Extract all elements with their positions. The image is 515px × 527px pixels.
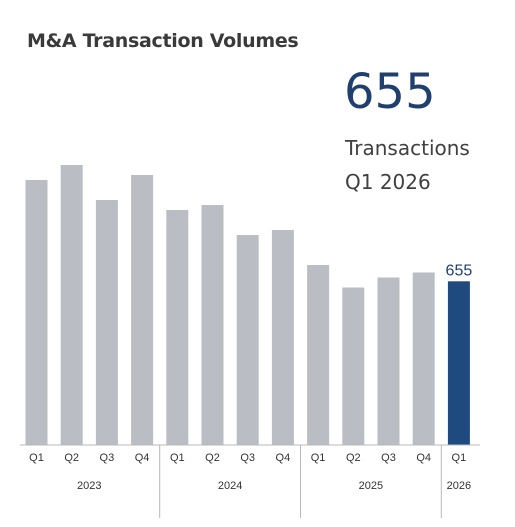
x-tick-label: Q1 xyxy=(311,452,326,464)
x-tick-label: Q4 xyxy=(135,452,150,464)
data-label: 655 xyxy=(446,262,473,279)
bar-6 xyxy=(236,235,259,445)
bar-0 xyxy=(25,180,48,445)
x-tick-label: Q1 xyxy=(170,452,185,464)
x-tick-label: Q3 xyxy=(100,452,115,464)
kpi-value: 655 xyxy=(344,64,436,120)
year-label: 2023 xyxy=(77,480,101,492)
kpi-period: Q1 2026 xyxy=(345,170,431,194)
bar-12 xyxy=(447,281,470,446)
x-tick-label: Q1 xyxy=(452,452,467,464)
bar-8 xyxy=(307,265,330,445)
x-tick-label: Q2 xyxy=(346,452,361,464)
bar-2 xyxy=(95,200,118,445)
bar-3 xyxy=(131,175,154,445)
bar-7 xyxy=(271,230,294,445)
year-label: 2026 xyxy=(447,480,471,492)
year-label: 2024 xyxy=(218,480,242,492)
bar-5 xyxy=(201,205,224,445)
kpi-label: Transactions xyxy=(345,136,470,160)
bar-9 xyxy=(342,287,365,445)
x-tick-label: Q4 xyxy=(276,452,291,464)
bar-11 xyxy=(412,272,435,445)
x-tick-label: Q2 xyxy=(64,452,79,464)
chart-title: M&A Transaction Volumes xyxy=(27,30,299,52)
year-label: 2025 xyxy=(359,480,383,492)
bar-4 xyxy=(166,210,189,445)
bar-10 xyxy=(377,277,400,445)
x-tick-label: Q2 xyxy=(205,452,220,464)
bar-1 xyxy=(60,165,83,445)
x-tick-label: Q3 xyxy=(240,452,255,464)
x-tick-label: Q1 xyxy=(29,452,44,464)
x-tick-label: Q4 xyxy=(416,452,431,464)
x-tick-label: Q3 xyxy=(381,452,396,464)
